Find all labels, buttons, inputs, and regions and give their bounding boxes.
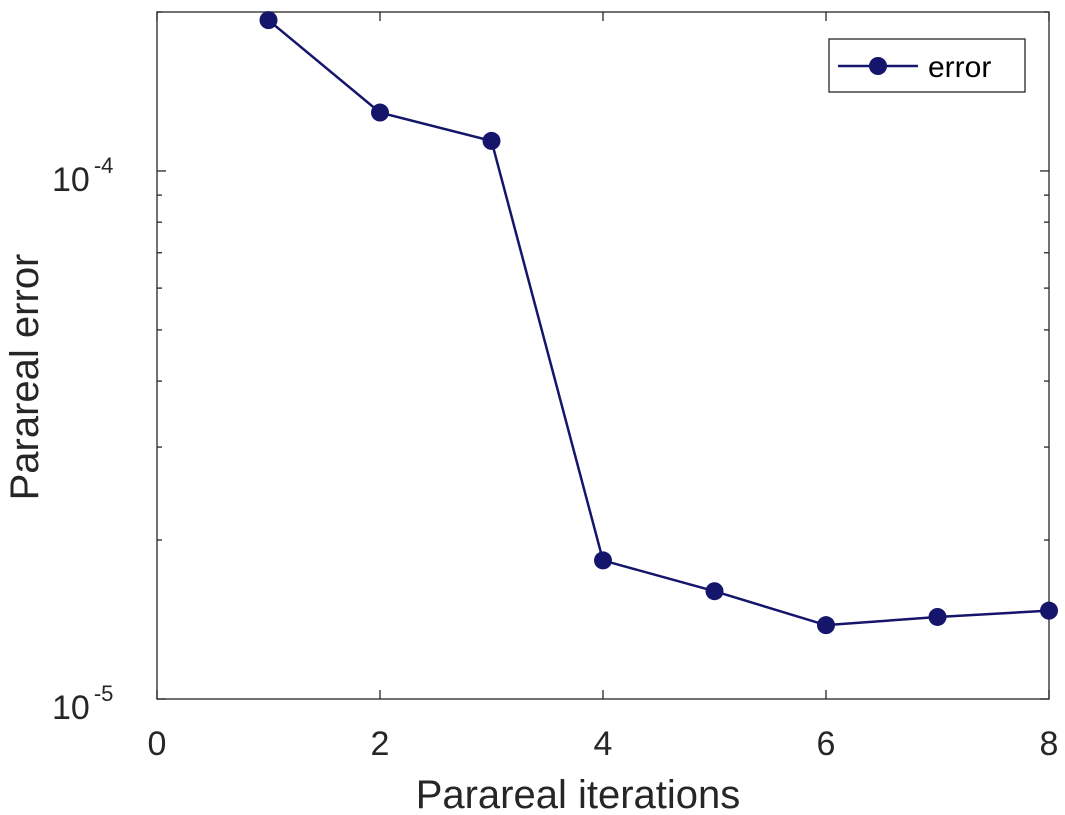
series-layer xyxy=(259,11,1058,635)
plot-area xyxy=(156,11,1050,700)
series-line xyxy=(267,19,1050,627)
x-tick-label: 2 xyxy=(371,725,390,763)
y-tick-label-base: 10 xyxy=(52,689,90,727)
legend: error xyxy=(828,38,1026,93)
x-tick-label: 0 xyxy=(148,725,167,763)
data-point xyxy=(817,616,835,635)
y-tick-label: 10 -5 xyxy=(52,681,113,727)
data-point xyxy=(371,103,389,122)
y-tick-label-exponent: -4 xyxy=(94,153,114,178)
data-point xyxy=(482,131,501,150)
x-axis-title: Parareal iterations xyxy=(416,773,741,815)
ticks xyxy=(156,11,1050,700)
tick-labels: 0 2 4 6 810-510-4 xyxy=(52,153,1058,763)
x-tick-label: 4 xyxy=(594,725,613,763)
y-tick-label: 10 -4 xyxy=(52,153,113,199)
x-tick-label: 6 xyxy=(817,725,836,763)
y-axis-title: Parareal error xyxy=(3,254,47,501)
data-point xyxy=(928,607,947,626)
y-tick-label-base: 10 xyxy=(52,161,90,199)
data-point xyxy=(259,11,278,30)
data-point xyxy=(594,551,612,570)
legend-label: error xyxy=(928,51,991,84)
data-point xyxy=(705,582,724,601)
y-tick-label-exponent: -5 xyxy=(94,681,114,706)
data-point xyxy=(1040,601,1058,620)
x-tick-label: 8 xyxy=(1040,725,1059,763)
legend-marker xyxy=(869,57,887,75)
